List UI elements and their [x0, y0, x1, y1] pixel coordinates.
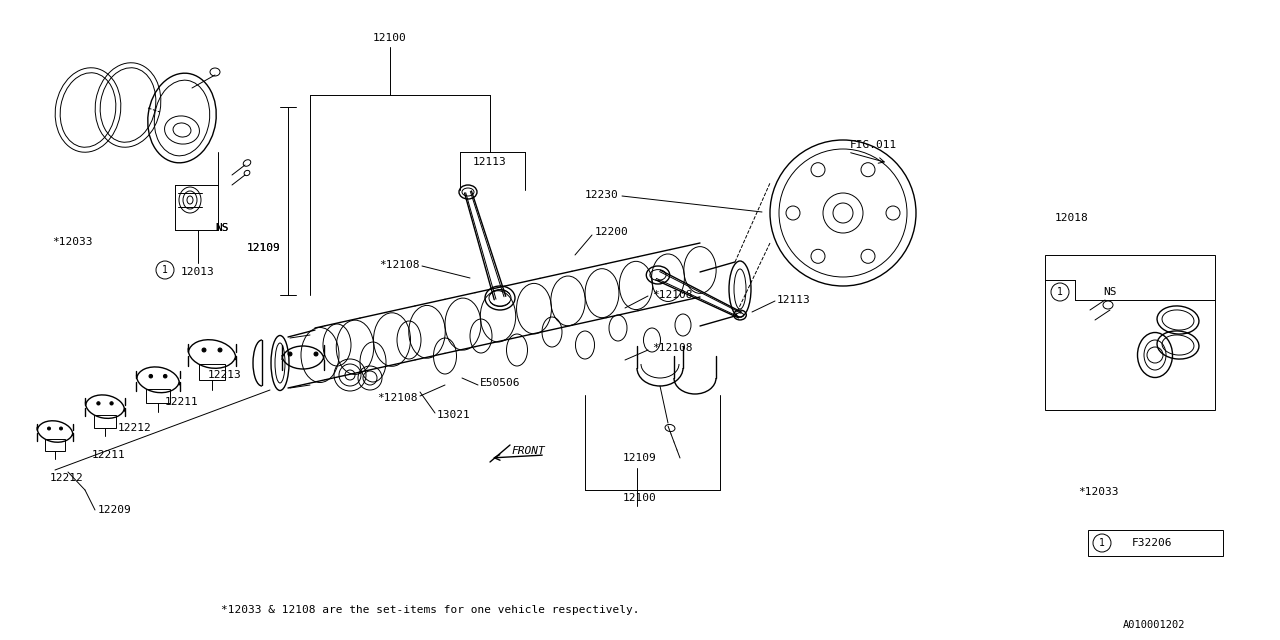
Text: NS: NS — [215, 223, 229, 233]
Text: *12108: *12108 — [378, 393, 419, 403]
Text: 12109: 12109 — [246, 243, 280, 253]
Text: 12109: 12109 — [623, 453, 657, 463]
Text: 12211: 12211 — [92, 450, 125, 460]
Bar — [198, 364, 225, 380]
Text: NS: NS — [215, 223, 229, 233]
Circle shape — [97, 402, 100, 405]
Circle shape — [164, 374, 166, 378]
Text: 1: 1 — [163, 265, 168, 275]
Text: 12100: 12100 — [374, 33, 407, 43]
Circle shape — [47, 427, 50, 430]
Text: FIG.011: FIG.011 — [850, 140, 897, 150]
Text: 13021: 13021 — [436, 410, 471, 420]
Circle shape — [148, 374, 152, 378]
Text: 12230: 12230 — [584, 190, 618, 200]
Text: E50506: E50506 — [480, 378, 521, 388]
Text: F32206: F32206 — [1132, 538, 1172, 548]
Circle shape — [110, 402, 113, 405]
Circle shape — [218, 348, 221, 352]
Bar — [146, 389, 170, 403]
Circle shape — [288, 352, 292, 356]
Text: 1: 1 — [1057, 287, 1062, 297]
Bar — [45, 439, 65, 451]
Circle shape — [314, 352, 317, 356]
Bar — [1044, 255, 1215, 410]
Bar — [95, 415, 115, 428]
Text: *12033: *12033 — [1078, 487, 1119, 497]
Text: *12108: *12108 — [652, 290, 692, 300]
Text: *12108: *12108 — [652, 343, 692, 353]
Text: 12018: 12018 — [1055, 213, 1089, 223]
Text: 12213: 12213 — [209, 370, 242, 380]
Text: 12212: 12212 — [118, 423, 152, 433]
Text: NS: NS — [1103, 287, 1116, 297]
Text: A010001202: A010001202 — [1123, 620, 1185, 630]
Text: 12100: 12100 — [623, 493, 657, 503]
Text: *12108: *12108 — [379, 260, 420, 270]
Text: 12212: 12212 — [50, 473, 83, 483]
Text: 12113: 12113 — [474, 157, 507, 167]
Text: FRONT: FRONT — [511, 446, 545, 456]
Text: 12209: 12209 — [99, 505, 132, 515]
Text: 12211: 12211 — [165, 397, 198, 407]
Circle shape — [202, 348, 206, 352]
Bar — [1088, 530, 1222, 556]
Circle shape — [59, 427, 63, 430]
Text: 12013: 12013 — [182, 267, 215, 277]
Text: 1: 1 — [1100, 538, 1105, 548]
Text: 12200: 12200 — [595, 227, 628, 237]
Text: 12109: 12109 — [246, 243, 280, 253]
Text: *12033 & 12108 are the set-items for one vehicle respectively.: *12033 & 12108 are the set-items for one… — [220, 605, 639, 615]
Text: *12033: *12033 — [51, 237, 92, 247]
Text: 12113: 12113 — [777, 295, 810, 305]
